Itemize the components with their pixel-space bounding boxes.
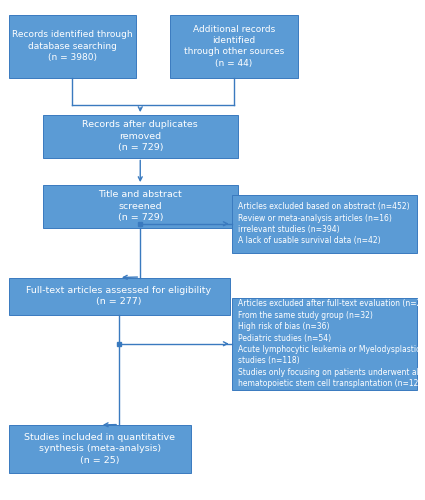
Text: Additional records
identified
through other sources
(n = 44): Additional records identified through ot…	[184, 24, 284, 68]
Text: Articles excluded based on abstract (n=452)
Review or meta-analysis articles (n=: Articles excluded based on abstract (n=4…	[238, 202, 410, 246]
Text: Studies included in quantitative
synthesis (meta-analysis)
(n = 25): Studies included in quantitative synthes…	[24, 433, 176, 464]
FancyBboxPatch shape	[8, 278, 230, 315]
FancyBboxPatch shape	[170, 15, 298, 78]
FancyBboxPatch shape	[8, 15, 136, 78]
FancyBboxPatch shape	[42, 115, 238, 158]
Text: Records after duplicates
removed
(n = 729): Records after duplicates removed (n = 72…	[82, 120, 198, 152]
FancyBboxPatch shape	[232, 298, 416, 390]
FancyBboxPatch shape	[8, 425, 191, 472]
Text: Full-text articles assessed for eligibility
(n = 277): Full-text articles assessed for eligibil…	[26, 286, 212, 306]
FancyBboxPatch shape	[42, 185, 238, 228]
FancyBboxPatch shape	[232, 195, 416, 252]
Text: Title and abstract
screened
(n = 729): Title and abstract screened (n = 729)	[98, 190, 182, 222]
Text: Articles excluded after full-text evaluation (n=252)
From the same study group (: Articles excluded after full-text evalua…	[238, 299, 425, 388]
Text: Records identified through
database searching
(n = 3980): Records identified through database sear…	[12, 30, 133, 62]
